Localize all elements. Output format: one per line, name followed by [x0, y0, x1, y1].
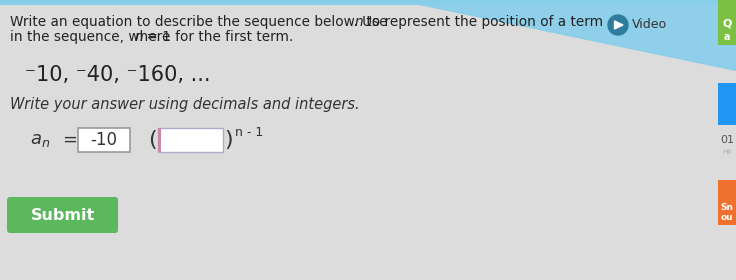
- Text: ⁻10, ⁻40, ⁻160, ...: ⁻10, ⁻40, ⁻160, ...: [25, 65, 210, 85]
- Text: in the sequence, where: in the sequence, where: [10, 30, 174, 44]
- FancyBboxPatch shape: [718, 83, 736, 125]
- Text: (: (: [148, 130, 157, 150]
- Text: Submit: Submit: [30, 207, 95, 223]
- Text: n: n: [355, 15, 364, 29]
- Text: Write an equation to describe the sequence below. Use: Write an equation to describe the sequen…: [10, 15, 392, 29]
- FancyBboxPatch shape: [7, 197, 118, 233]
- Text: to represent the position of a term: to represent the position of a term: [362, 15, 603, 29]
- Circle shape: [608, 15, 628, 35]
- Text: =: =: [62, 131, 77, 149]
- Text: ou: ou: [721, 213, 733, 223]
- Text: Sn: Sn: [721, 202, 734, 211]
- Text: n: n: [135, 30, 144, 44]
- Text: 01: 01: [720, 135, 734, 145]
- Text: Q: Q: [722, 18, 732, 28]
- FancyBboxPatch shape: [718, 0, 736, 45]
- Bar: [158, 128, 223, 152]
- Text: Video: Video: [632, 18, 667, 32]
- Text: a: a: [723, 32, 730, 42]
- Polygon shape: [400, 0, 736, 70]
- Bar: [158, 128, 161, 152]
- Polygon shape: [615, 21, 623, 29]
- Text: ): ): [224, 130, 233, 150]
- Text: HII: HII: [722, 149, 732, 155]
- FancyBboxPatch shape: [0, 0, 736, 5]
- Bar: [78, 128, 130, 152]
- Text: n - 1: n - 1: [235, 125, 263, 139]
- Text: -10: -10: [91, 131, 118, 149]
- Text: Write your answer using decimals and integers.: Write your answer using decimals and int…: [10, 97, 360, 113]
- FancyBboxPatch shape: [718, 180, 736, 225]
- Text: = 1 for the first term.: = 1 for the first term.: [142, 30, 294, 44]
- Text: $a_n$: $a_n$: [30, 131, 50, 149]
